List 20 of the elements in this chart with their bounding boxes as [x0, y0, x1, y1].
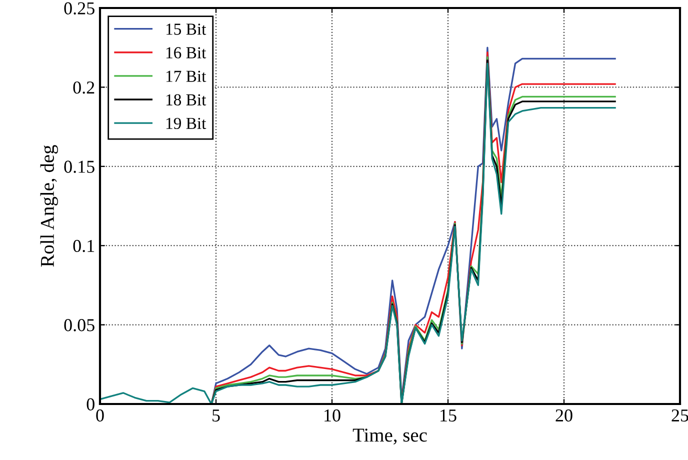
- line-series: [100, 62, 616, 404]
- legend-label: 16 Bit: [166, 47, 206, 58]
- x-axis-title: Time, sec: [352, 428, 427, 444]
- legend-label: 15 Bit: [166, 24, 206, 35]
- x-tick-label: 5: [212, 410, 220, 422]
- y-tick-label: 0.25: [64, 2, 94, 15]
- legend-label: 17 Bit: [166, 70, 206, 82]
- y-axis-title: Roll Angle, deg: [40, 145, 58, 267]
- y-tick-label: 0: [86, 398, 94, 410]
- x-tick-label: 10: [324, 409, 340, 422]
- x-tick-label: 15: [440, 409, 456, 422]
- legend-label: 18 Bit: [166, 94, 206, 106]
- x-tick-label: 20: [556, 409, 572, 422]
- y-tick-label: 0.2: [73, 81, 94, 94]
- legend-label: 19 Bit: [166, 118, 206, 130]
- y-tick-label: 0.05: [64, 319, 94, 332]
- x-tick-label: 0: [96, 409, 104, 422]
- y-tick-label: 0.1: [73, 240, 94, 252]
- x-tick-label: 25: [672, 409, 688, 422]
- y-tick-label: 0.15: [64, 160, 94, 173]
